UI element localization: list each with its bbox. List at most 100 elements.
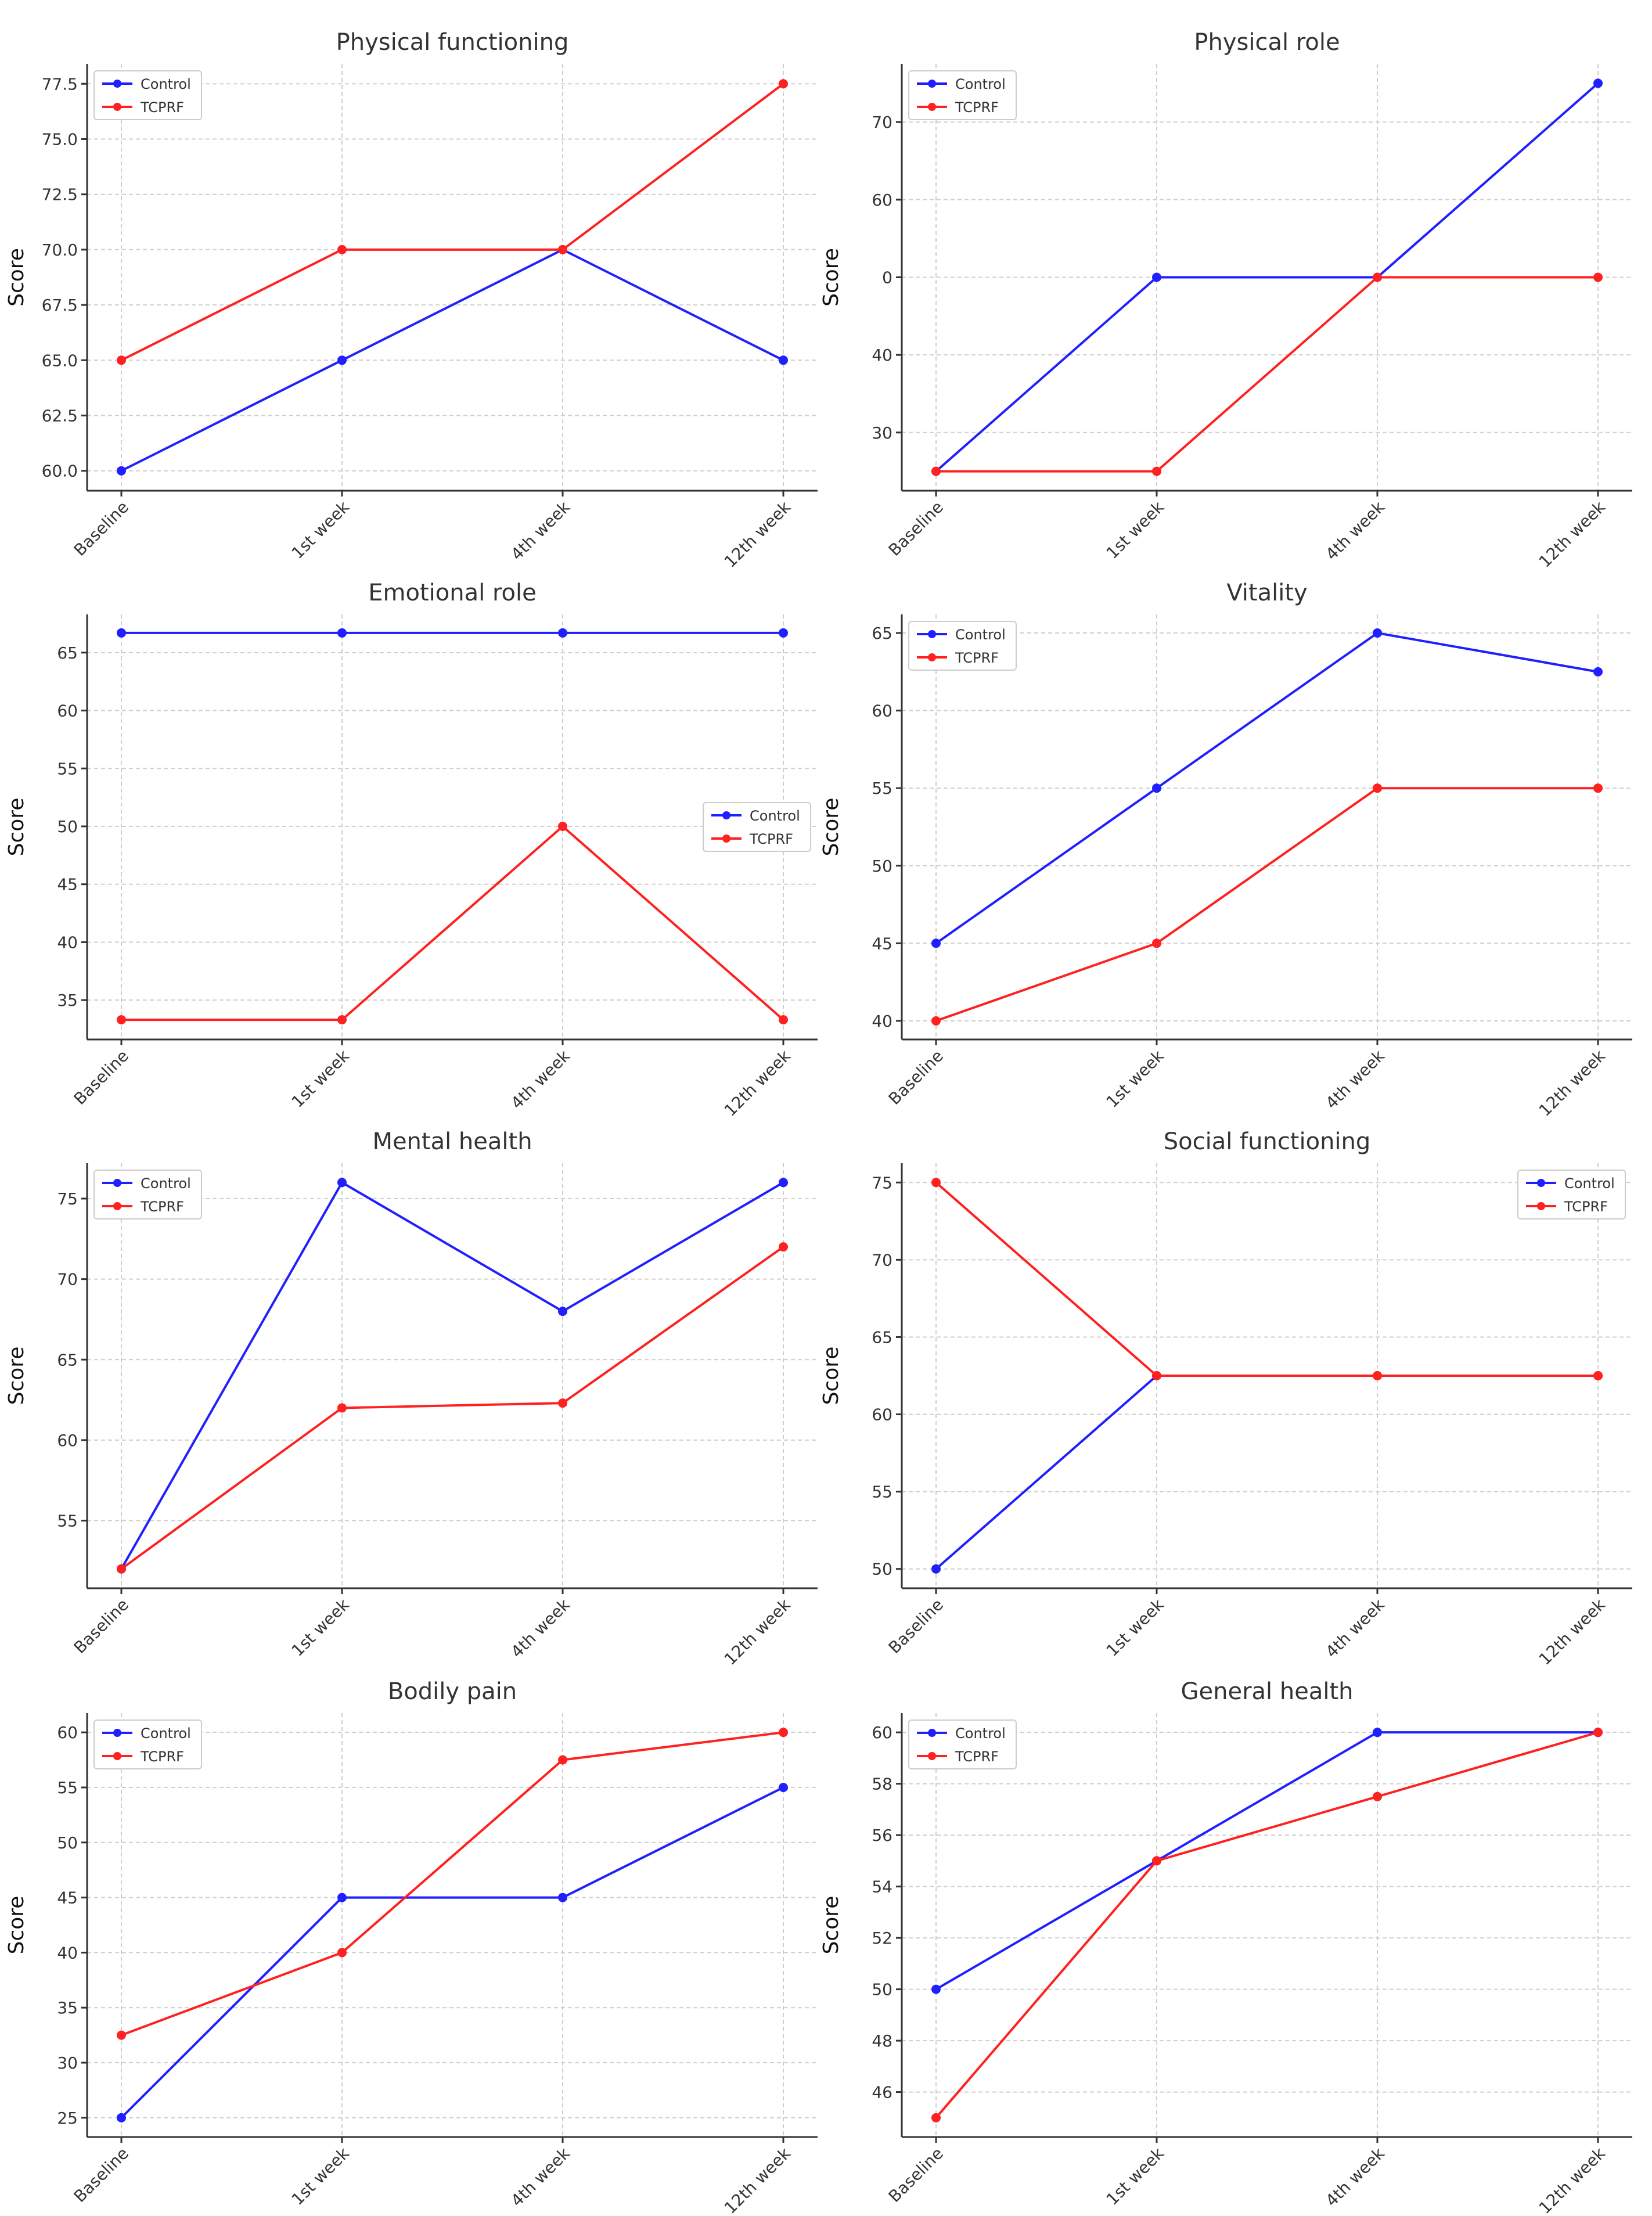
- legend-label: TCPRF: [955, 650, 999, 666]
- x-tick-label: Baseline: [885, 2144, 947, 2206]
- legend-marker-control: [722, 811, 730, 819]
- y-tick-label: 45: [57, 875, 78, 894]
- x-tick-label: 12th week: [1535, 1046, 1610, 1120]
- y-tick-label: 0: [882, 268, 892, 287]
- series-line-tcprf: [121, 82, 784, 362]
- series-line-control: [935, 1731, 1598, 1991]
- legend-marker-tcprf: [928, 1752, 936, 1760]
- chart-panel-3: 40 45 50 55 60 65 Baseline 1st week 4th week 12th…: [819, 580, 1632, 1120]
- data-point-tcprf: [779, 1728, 788, 1737]
- y-tick-label: 40: [57, 933, 78, 952]
- x-tick-label: 1st week: [1103, 1046, 1168, 1111]
- data-point-tcprf: [1593, 1371, 1603, 1380]
- data-point-tcprf: [1373, 272, 1382, 282]
- chart-title: Bodily pain: [388, 1678, 517, 1705]
- y-tick-label: 55: [872, 779, 892, 798]
- y-tick-label: 75: [57, 1189, 78, 1208]
- y-tick-label: 40: [872, 346, 892, 365]
- legend: Control TCPRF: [703, 802, 811, 852]
- y-tick-label: 35: [57, 991, 78, 1010]
- data-point-tcprf: [558, 244, 567, 254]
- chart-title: Physical role: [1194, 29, 1340, 56]
- data-point-tcprf: [117, 1564, 126, 1574]
- data-point-control: [117, 466, 126, 476]
- legend-label: Control: [750, 808, 800, 824]
- data-point-control: [931, 938, 941, 948]
- chart-panel-5: 50 55 60 65 70 75 Baseline 1st week 4th week 12th…: [819, 1128, 1632, 1669]
- data-point-tcprf: [931, 1016, 941, 1026]
- x-tick-label: 4th week: [507, 497, 574, 564]
- chart-panel-1: 30 40 0 60 70 Baseline 1st week 4th week 12th we…: [819, 29, 1632, 571]
- legend: Control TCPRF: [93, 1719, 202, 1769]
- y-tick-label: 55: [57, 1778, 78, 1797]
- x-tick-label: Baseline: [70, 2144, 132, 2206]
- y-tick-label: 65: [872, 624, 892, 643]
- data-point-tcprf: [558, 822, 567, 832]
- chart-panel-0: 60.0 62.5 65.0 67.5 70.0 72.5 75.0 77.5 Baseline…: [5, 29, 818, 571]
- data-point-tcprf: [1373, 1371, 1382, 1380]
- y-tick-label: 70: [57, 1270, 78, 1289]
- data-point-tcprf: [337, 1015, 347, 1025]
- y-tick-label: 50: [872, 857, 892, 876]
- data-point-control: [779, 355, 788, 365]
- y-tick-label: 60.0: [42, 462, 78, 481]
- series-line-control: [935, 1375, 1598, 1570]
- chart-title: Social functioning: [1164, 1128, 1371, 1155]
- legend-label: Control: [955, 1725, 1006, 1742]
- data-point-control: [779, 1782, 788, 1792]
- x-tick-label: 1st week: [288, 2143, 354, 2209]
- y-tick-label: 30: [872, 423, 892, 443]
- legend-label: Control: [955, 627, 1006, 643]
- legend-label: Control: [1564, 1175, 1615, 1192]
- data-point-control: [1593, 667, 1603, 677]
- series-line-tcprf: [121, 825, 784, 1021]
- legend-marker-tcprf: [113, 1752, 121, 1760]
- series-line-control: [935, 82, 1599, 473]
- data-point-tcprf: [558, 1755, 567, 1765]
- y-tick-label: 25: [57, 2109, 78, 2128]
- x-tick-label: 1st week: [288, 497, 354, 563]
- data-point-control: [558, 628, 567, 638]
- legend-marker-control: [113, 1729, 121, 1737]
- data-point-tcprf: [1152, 938, 1161, 948]
- y-axis-label: Score: [5, 1347, 28, 1405]
- legend-marker-tcprf: [113, 1202, 121, 1210]
- data-point-tcprf: [337, 244, 347, 254]
- data-point-tcprf: [931, 1178, 941, 1188]
- y-tick-label: 67.5: [42, 296, 78, 315]
- y-tick-label: 70.0: [42, 240, 78, 260]
- legend-label: TCPRF: [140, 1749, 184, 1765]
- y-tick-label: 40: [872, 1012, 892, 1031]
- x-tick-label: 4th week: [1322, 1595, 1388, 1661]
- legend: Control TCPRF: [1517, 1170, 1626, 1219]
- x-tick-label: 1st week: [1103, 2143, 1168, 2209]
- legend-marker-control: [113, 1179, 121, 1187]
- series-line-tcprf: [121, 1731, 784, 2037]
- legend-label: Control: [141, 1175, 191, 1192]
- data-point-control: [931, 1564, 941, 1574]
- data-point-tcprf: [1152, 1371, 1161, 1380]
- y-tick-label: 77.5: [42, 74, 78, 93]
- legend-label: Control: [955, 76, 1006, 92]
- y-tick-label: 65: [57, 1350, 78, 1369]
- data-point-tcprf: [931, 2113, 941, 2123]
- x-tick-label: 4th week: [507, 2143, 574, 2210]
- x-tick-label: 4th week: [1322, 2143, 1388, 2210]
- x-tick-label: Baseline: [885, 1046, 947, 1109]
- y-tick-label: 48: [872, 2031, 892, 2050]
- y-tick-label: 60: [872, 702, 892, 721]
- x-tick-label: 12th week: [1535, 1595, 1610, 1669]
- y-tick-label: 60: [57, 702, 78, 721]
- data-point-tcprf: [337, 1948, 347, 1958]
- y-tick-label: 65.0: [42, 351, 78, 370]
- series-line-tcprf: [120, 1246, 784, 1570]
- x-tick-label: Baseline: [70, 1046, 132, 1109]
- y-tick-label: 58: [872, 1775, 892, 1794]
- y-tick-label: 70: [872, 1250, 892, 1269]
- legend-marker-tcprf: [928, 103, 936, 111]
- y-axis-label: Score: [819, 1347, 843, 1405]
- series-line-control: [120, 1786, 784, 2119]
- data-point-control: [337, 628, 347, 638]
- legend-label: TCPRF: [955, 1749, 999, 1765]
- x-tick-label: 12th week: [721, 1046, 795, 1120]
